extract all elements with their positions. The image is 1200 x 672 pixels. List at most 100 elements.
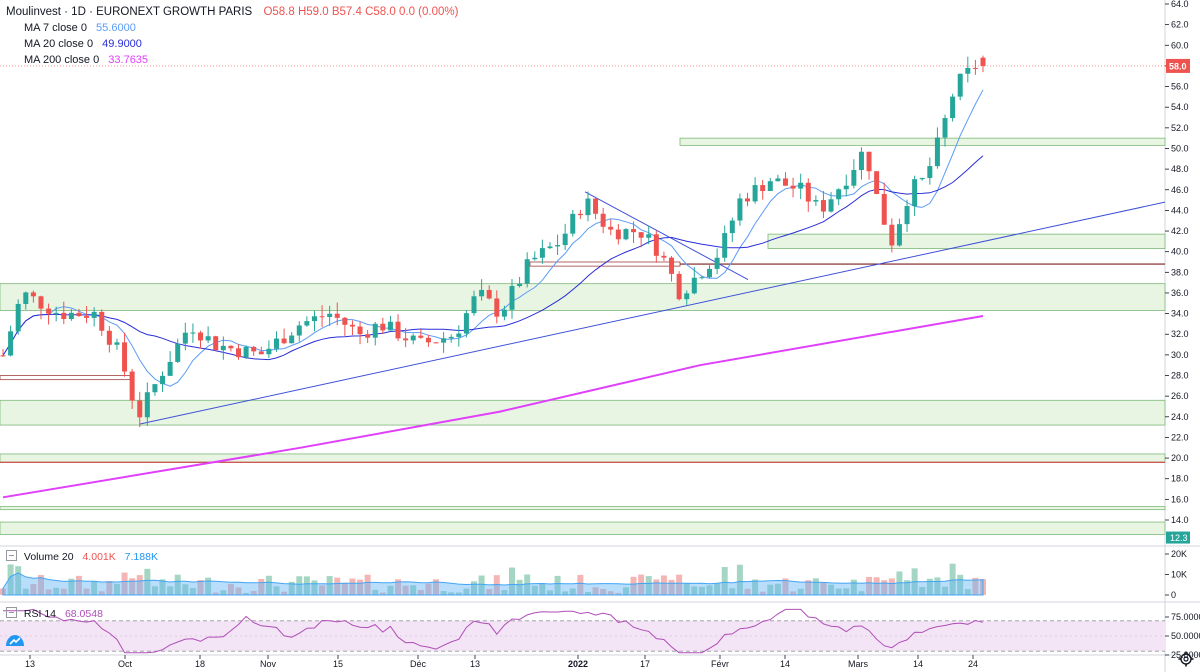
candle-body — [820, 200, 826, 212]
volume-bar — [243, 592, 250, 595]
candle-body — [99, 311, 105, 331]
price-tick-label: 26.0 — [1171, 391, 1189, 401]
price-tick-label: 16.0 — [1171, 494, 1189, 504]
price-tick-label: 38.0 — [1171, 267, 1189, 277]
volume-bar — [106, 581, 113, 595]
volume-legend[interactable]: Volume 20 4.001K 7.188K — [6, 550, 158, 564]
time-tick-label: Mars — [848, 659, 868, 669]
candle-body — [927, 166, 933, 178]
candle-body — [782, 178, 788, 186]
price-tick-label: 34.0 — [1171, 309, 1189, 319]
candle-body — [365, 334, 371, 338]
volume-bar — [850, 579, 857, 595]
volume-bar — [379, 592, 386, 595]
volume-bar — [37, 575, 44, 595]
ma20-legend[interactable]: MA 20 close 0 49.9000 — [24, 37, 142, 51]
volume-bar — [265, 575, 272, 595]
candle-body — [319, 316, 325, 318]
resistance-zone-left — [0, 375, 131, 381]
price-tick-label: 56.0 — [1171, 82, 1189, 92]
symbol-title[interactable]: Moulinvest · 1D · EURONEXT GROWTH PARIS — [6, 6, 253, 18]
candle-body — [160, 375, 166, 385]
volume-bar — [478, 575, 485, 595]
candle-body — [387, 321, 393, 331]
rsi-legend[interactable]: RSI 14 68.0548 — [6, 607, 103, 621]
candle-body — [517, 283, 523, 287]
candle-body — [463, 313, 469, 334]
rsi-tick-label: 25.0000 — [1171, 650, 1200, 660]
volume-bar — [546, 590, 553, 595]
candle-body — [152, 384, 158, 393]
candle-body — [896, 224, 902, 246]
candle-body — [372, 323, 378, 338]
volume-bar — [957, 574, 964, 595]
candle-body — [562, 233, 568, 246]
volume-label: Volume 20 — [23, 551, 74, 563]
volume-bar — [433, 579, 440, 595]
price-tick-label: 54.0 — [1171, 102, 1189, 112]
volume-bar — [53, 587, 60, 595]
candle-body — [570, 213, 576, 234]
volume-bar — [45, 589, 52, 595]
collapse-volume-icon[interactable] — [6, 550, 17, 561]
time-tick-label: 15 — [333, 659, 343, 669]
volume-bar — [858, 591, 865, 595]
volume-bar — [235, 587, 242, 595]
volume-bar — [220, 590, 227, 595]
ma200-legend[interactable]: MA 200 close 0 33.7635 — [24, 53, 148, 67]
price-tick-label: 28.0 — [1171, 371, 1189, 381]
volume-bar — [744, 588, 751, 595]
volume-bar — [797, 588, 804, 595]
volume-bar — [471, 581, 478, 595]
volume-bar — [668, 579, 675, 595]
candle-body — [327, 313, 333, 318]
candle-body — [843, 185, 849, 190]
volume-value-1: 4.001K — [82, 551, 116, 563]
settings-gear-icon[interactable] — [1178, 651, 1194, 667]
volume-bar — [524, 574, 531, 595]
candle-body — [501, 309, 507, 317]
candle-body — [220, 345, 226, 351]
candle-body — [737, 198, 743, 221]
candle-body — [190, 332, 196, 334]
price-tick-label: 22.0 — [1171, 432, 1189, 442]
volume-bar — [334, 577, 341, 595]
volume-bar — [395, 579, 402, 595]
volume-bar — [174, 574, 181, 595]
candle-body — [661, 255, 667, 258]
candle-body — [357, 326, 363, 335]
candle-body — [615, 229, 621, 240]
candle-body — [30, 292, 36, 297]
volume-bar — [296, 576, 303, 595]
candle-body — [851, 170, 857, 186]
volume-bar — [250, 590, 257, 595]
volume-ma-area — [2, 572, 984, 596]
candle-body — [714, 257, 720, 269]
rsi-tick-label: 50.0000 — [1171, 631, 1200, 641]
candle-body — [889, 224, 895, 246]
volume-bar — [660, 575, 667, 595]
collapse-rsi-icon[interactable] — [6, 607, 17, 618]
candle-body — [957, 73, 963, 97]
volume-bar — [197, 580, 204, 595]
volume-bar — [75, 575, 82, 595]
candle-body — [182, 332, 188, 344]
volume-tick-label: 10K — [1171, 570, 1187, 580]
ohlc-values: O58.8 H59.0 B57.4 C58.0 0.0 (0.00%) — [263, 6, 459, 18]
time-tick-label: 13 — [470, 659, 480, 669]
candle-body — [243, 346, 249, 358]
candle-body — [722, 233, 728, 258]
ma7-legend[interactable]: MA 7 close 0 55.6000 — [24, 21, 136, 35]
trendline-resistance — [584, 191, 749, 280]
volume-bar — [151, 586, 158, 595]
tradingview-logo-icon[interactable] — [4, 632, 26, 648]
support-zone — [0, 521, 1166, 535]
candle-body — [441, 338, 447, 343]
volume-bar — [15, 566, 22, 595]
price-tick-label: 30.0 — [1171, 350, 1189, 360]
volume-bar — [676, 574, 683, 595]
candle-body — [744, 198, 750, 202]
candle-body — [942, 118, 948, 138]
candle-body — [729, 220, 735, 234]
